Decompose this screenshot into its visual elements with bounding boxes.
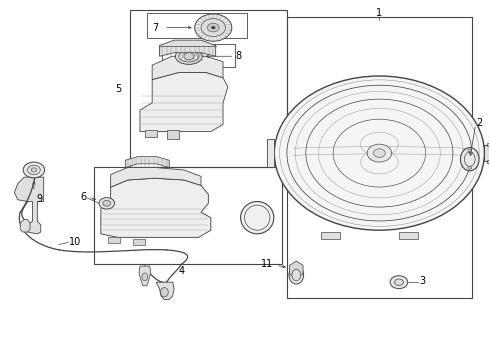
Bar xyxy=(108,237,121,243)
Circle shape xyxy=(211,26,215,29)
Text: 7: 7 xyxy=(152,23,158,33)
Bar xyxy=(167,130,179,139)
Polygon shape xyxy=(321,232,340,239)
Polygon shape xyxy=(159,40,216,56)
Ellipse shape xyxy=(175,48,202,64)
Bar xyxy=(94,167,282,264)
Text: 6: 6 xyxy=(80,192,86,202)
Circle shape xyxy=(468,149,472,152)
Bar xyxy=(162,44,235,67)
Ellipse shape xyxy=(461,148,479,171)
Circle shape xyxy=(207,23,219,32)
Bar xyxy=(145,130,157,137)
Circle shape xyxy=(99,198,115,209)
Bar xyxy=(487,143,490,146)
Circle shape xyxy=(103,201,111,206)
Polygon shape xyxy=(399,232,418,239)
Polygon shape xyxy=(111,167,201,187)
Circle shape xyxy=(31,168,37,172)
Text: 1: 1 xyxy=(376,8,382,18)
Polygon shape xyxy=(152,56,223,80)
Bar xyxy=(133,239,145,244)
Text: 10: 10 xyxy=(69,237,81,247)
Ellipse shape xyxy=(160,288,168,297)
Text: 3: 3 xyxy=(419,276,425,287)
Bar xyxy=(130,10,287,167)
Ellipse shape xyxy=(289,266,304,284)
Text: 5: 5 xyxy=(116,84,122,94)
Circle shape xyxy=(468,166,472,169)
Circle shape xyxy=(394,279,403,285)
Text: 11: 11 xyxy=(261,259,273,269)
Text: 8: 8 xyxy=(235,51,242,61)
Circle shape xyxy=(184,53,194,60)
Bar xyxy=(485,145,490,161)
Polygon shape xyxy=(139,266,151,286)
Text: 9: 9 xyxy=(36,194,43,204)
Text: 4: 4 xyxy=(178,266,185,276)
Polygon shape xyxy=(14,177,44,234)
Bar xyxy=(487,160,490,163)
Circle shape xyxy=(367,144,392,162)
Ellipse shape xyxy=(178,50,199,62)
Ellipse shape xyxy=(241,202,274,234)
Circle shape xyxy=(373,149,385,157)
Circle shape xyxy=(274,76,485,230)
Text: 2: 2 xyxy=(477,118,483,128)
Bar xyxy=(147,13,247,39)
Polygon shape xyxy=(20,220,30,232)
Ellipse shape xyxy=(292,269,301,281)
Polygon shape xyxy=(125,157,169,167)
Polygon shape xyxy=(140,72,228,132)
Polygon shape xyxy=(290,261,303,278)
Bar xyxy=(267,139,274,167)
Polygon shape xyxy=(156,282,174,300)
Circle shape xyxy=(390,276,408,289)
Circle shape xyxy=(195,14,232,41)
Polygon shape xyxy=(101,178,211,237)
Bar xyxy=(287,17,472,298)
Circle shape xyxy=(23,162,45,178)
Ellipse shape xyxy=(142,273,148,281)
Circle shape xyxy=(201,19,225,37)
